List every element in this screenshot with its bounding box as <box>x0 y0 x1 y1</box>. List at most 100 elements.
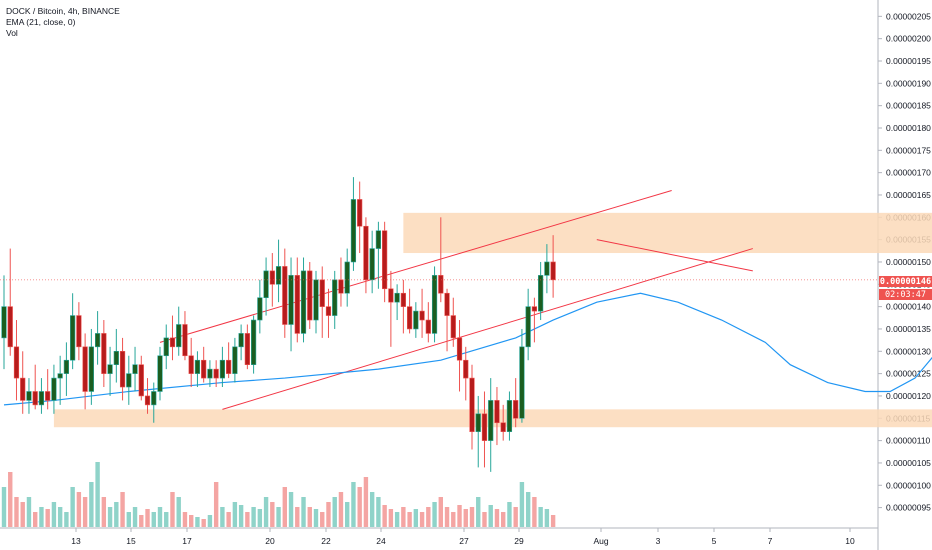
volume-bar <box>369 492 375 527</box>
time-tick-label: 29 <box>514 536 524 546</box>
candle-body <box>488 400 494 441</box>
candle-body <box>51 377 57 401</box>
volume-bar <box>101 497 107 527</box>
volume-bar <box>8 472 13 527</box>
time-tick-label: 22 <box>321 536 331 546</box>
volume-bar <box>413 509 419 527</box>
candle-body <box>45 391 51 401</box>
time-tick-label: 13 <box>71 536 81 546</box>
volume-bar <box>1 487 7 527</box>
time-tick-label: 7 <box>768 536 773 546</box>
candle-body <box>194 359 201 374</box>
volume-bar <box>164 512 169 527</box>
candle-body <box>400 292 406 307</box>
candle-body <box>82 346 88 392</box>
candle-body <box>226 359 232 374</box>
candle-body <box>500 422 506 432</box>
volume-bar <box>444 507 450 527</box>
channel-trendline <box>222 248 753 410</box>
volume-bar <box>170 492 175 527</box>
candle-body <box>481 413 488 441</box>
candle-body <box>525 306 531 348</box>
candle-body <box>369 248 375 281</box>
candle-body <box>119 350 126 388</box>
candle-body <box>113 350 119 365</box>
volume-bar <box>426 507 431 527</box>
volume-bar <box>263 497 269 527</box>
candle-body <box>300 270 307 334</box>
price-tick-label: 0.00000195 <box>886 56 931 66</box>
candle-body <box>182 324 188 357</box>
time-tick-label: 27 <box>459 536 469 546</box>
volume-bar <box>320 512 325 527</box>
candle-body <box>413 310 419 330</box>
volume-bar <box>257 509 263 527</box>
candle-body <box>20 377 26 401</box>
price-tick-label: 0.00000170 <box>886 168 931 178</box>
volume-bar <box>126 512 131 527</box>
volume-bar <box>550 515 556 527</box>
candle-body <box>438 275 444 294</box>
candle-body <box>201 359 207 379</box>
volume-bar <box>476 497 481 527</box>
price-tick-label: 0.00000180 <box>886 123 931 133</box>
price-tick-label: 0.00000120 <box>886 391 931 401</box>
current-price-label: 0.00000146 <box>879 276 932 287</box>
volume-bar <box>482 512 487 527</box>
price-tick-label: 0.00000100 <box>886 480 931 490</box>
volume-bar <box>457 505 462 527</box>
volume-bar <box>382 505 387 527</box>
volume-bar <box>463 509 468 527</box>
candle-body <box>338 279 344 294</box>
volume-bar <box>132 507 138 527</box>
chart-legend: DOCK / Bitcoin, 4h, BINANCE EMA (21, clo… <box>6 6 120 39</box>
time-tick-label: Aug <box>593 536 608 546</box>
channel-trendline <box>596 239 753 272</box>
volume-bar <box>401 507 406 527</box>
volume-bar <box>407 512 412 527</box>
volume-bar <box>245 512 250 527</box>
volume-bar <box>513 507 518 527</box>
candle-body <box>107 364 113 374</box>
volume-bar <box>70 487 75 527</box>
volume-bar <box>213 482 219 527</box>
volume-bar <box>220 507 225 527</box>
volume-bar <box>107 507 113 527</box>
candle-body <box>450 315 456 339</box>
candle-body <box>513 400 519 419</box>
volume-bar <box>251 507 256 527</box>
candle-body <box>219 359 226 379</box>
candle-body <box>169 337 176 348</box>
volume-bar <box>57 507 63 527</box>
time-tick-label: 24 <box>376 536 386 546</box>
volume-bar <box>532 497 537 527</box>
volume-bar <box>201 519 206 527</box>
symbol-title: DOCK / Bitcoin, 4h, BINANCE <box>6 6 120 16</box>
candle-body <box>38 391 45 406</box>
time-tick-label: 5 <box>712 536 717 546</box>
price-tick-label: 0.00000165 <box>886 190 931 200</box>
volume-bar <box>95 462 100 527</box>
price-tick-label: 0.00000185 <box>886 101 931 111</box>
time-tick-label: 10 <box>845 536 855 546</box>
candle-body <box>176 324 182 348</box>
candle-body <box>213 368 219 379</box>
candle-body <box>463 359 469 379</box>
price-tick-label: 0.00000140 <box>886 302 931 312</box>
ema-line <box>3 292 932 406</box>
price-tick-label: 0.00000200 <box>886 34 931 44</box>
candle-body <box>475 413 481 432</box>
candle-body <box>313 279 319 321</box>
candle-body <box>419 310 425 321</box>
candle-body <box>388 288 394 303</box>
candle-body <box>263 270 269 298</box>
volume-bar <box>282 487 287 527</box>
candle-body <box>282 266 288 325</box>
candle-body <box>375 230 382 249</box>
volume-bar <box>51 502 57 527</box>
candle-body <box>207 368 213 379</box>
candle-body <box>151 391 157 406</box>
candle-body <box>1 306 7 339</box>
time-tick-label: 3 <box>656 536 661 546</box>
